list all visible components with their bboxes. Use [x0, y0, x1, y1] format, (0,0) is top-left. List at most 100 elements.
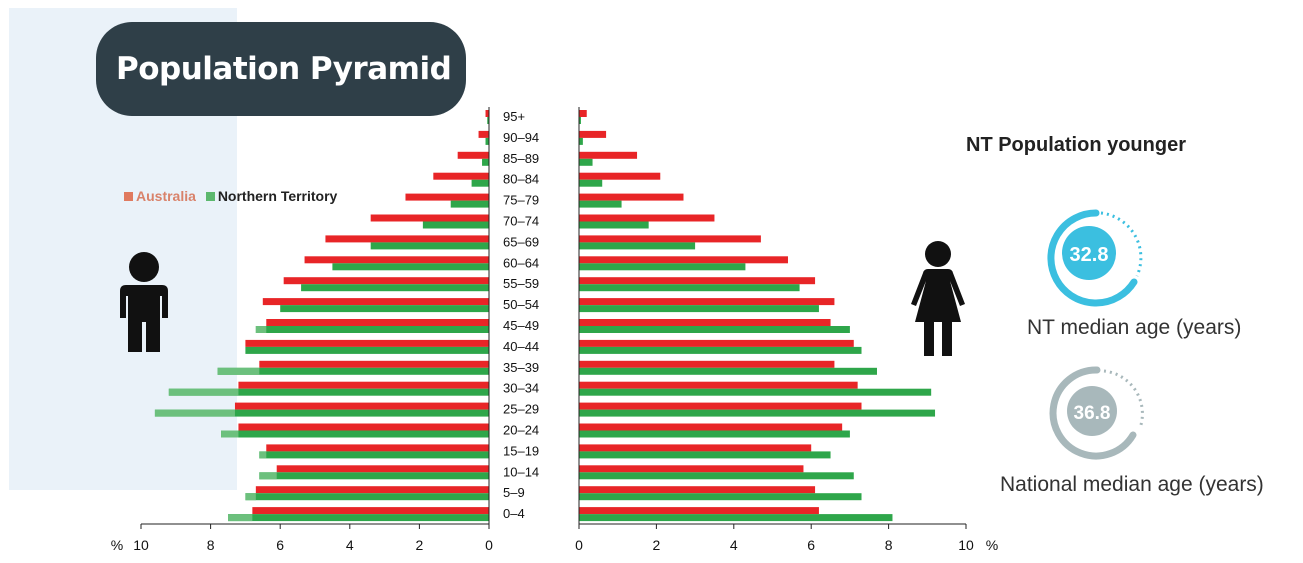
nt-median-label: NT median age (years)	[1027, 316, 1242, 339]
national-gauge-dotted-arc	[1103, 369, 1144, 429]
bar-australia-female-16	[579, 444, 812, 452]
age-label: 90–94	[503, 130, 539, 145]
bar-nt-female-8	[579, 284, 800, 292]
bar-australia-female-17	[579, 465, 804, 473]
age-label: 20–24	[503, 423, 539, 438]
bar-nt-female-16	[579, 451, 831, 459]
side-heading: NT Population younger	[966, 134, 1186, 156]
bar-australia-male-5	[370, 214, 489, 222]
bar-australia-female-19	[579, 507, 819, 515]
right-tick-label: 2	[653, 537, 661, 553]
bar-nt-female-13	[579, 388, 932, 396]
bar-nt-male-14	[154, 409, 490, 417]
age-label: 65–69	[503, 234, 539, 249]
legend-label-nt: Northern Territory	[217, 188, 338, 204]
bar-nt-male-11	[245, 346, 489, 354]
bar-australia-male-1	[478, 130, 489, 138]
age-label: 70–74	[503, 214, 539, 229]
national-median-gauge: 36.8	[1049, 366, 1144, 460]
bar-australia-male-14	[234, 402, 489, 410]
page-title: Population Pyramid	[96, 22, 466, 116]
left-tick-label: 10	[133, 537, 149, 553]
bar-nt-male-5	[422, 221, 489, 229]
bar-nt-male-4	[450, 200, 489, 208]
bar-australia-male-16	[266, 444, 489, 452]
bar-nt-female-15	[579, 430, 850, 438]
bar-nt-female-9	[579, 305, 819, 313]
bar-nt-male-17	[259, 472, 489, 480]
legend-swatch-australia	[124, 192, 133, 201]
bar-australia-female-5	[579, 214, 715, 222]
age-label: 0–4	[503, 506, 525, 521]
bar-australia-male-3	[433, 172, 489, 180]
bar-nt-male-2	[482, 158, 489, 166]
bar-australia-female-13	[579, 381, 858, 389]
age-label: 60–64	[503, 255, 539, 270]
bar-australia-female-12	[579, 360, 835, 368]
bar-australia-male-9	[262, 298, 489, 306]
age-label: 10–14	[503, 464, 539, 479]
bar-nt-female-4	[579, 200, 622, 208]
nt-median-gauge: 32.8	[1047, 209, 1143, 307]
bar-nt-male-8	[301, 284, 489, 292]
age-label: 40–44	[503, 339, 539, 354]
bar-nt-male-0	[487, 117, 489, 124]
bar-australia-female-9	[579, 298, 835, 306]
nt-gauge-arc	[1047, 209, 1138, 307]
national-median-value: 36.8	[1074, 403, 1111, 424]
age-label: 5–9	[503, 485, 525, 500]
age-label: 50–54	[503, 297, 539, 312]
left-tick-label: 6	[276, 537, 284, 553]
right-tick-label: 8	[885, 537, 893, 553]
bar-nt-female-5	[579, 221, 649, 229]
bar-nt-male-7	[332, 263, 489, 271]
bar-nt-male-19	[228, 514, 489, 522]
bar-nt-male-over-18	[245, 493, 256, 501]
bar-australia-male-13	[238, 381, 489, 389]
male-figure-icon	[120, 252, 168, 352]
bar-nt-male-over-10	[255, 326, 267, 333]
bar-australia-male-11	[245, 339, 489, 347]
bar-nt-male-over-17	[259, 472, 277, 480]
bar-nt-male-over-15	[221, 430, 239, 438]
right-axis-unit: %	[986, 537, 998, 553]
nt-gauge-center	[1062, 226, 1116, 280]
bar-nt-male-15	[221, 430, 490, 438]
bar-nt-female-0	[579, 117, 581, 124]
bar-australia-male-19	[252, 507, 489, 515]
age-label: 25–29	[503, 402, 539, 417]
bar-nt-male-over-16	[259, 451, 267, 459]
bar-nt-female-7	[579, 263, 746, 271]
bar-australia-female-15	[579, 423, 843, 431]
bar-nt-male-6	[370, 242, 489, 250]
axes-group: 10 8 6 4 2 0 0 2 4 6 8 10%%	[111, 107, 998, 553]
age-label: 95+	[503, 109, 525, 124]
bar-australia-female-4	[579, 193, 684, 201]
left-tick-label: 0	[485, 537, 493, 553]
bar-australia-male-18	[255, 486, 489, 494]
bar-nt-male-over-12	[217, 367, 260, 375]
left-axis-unit: %	[111, 537, 123, 553]
bar-nt-male-13	[168, 388, 489, 396]
age-label: 80–84	[503, 172, 539, 187]
right-tick-label: 6	[807, 537, 815, 553]
bar-australia-male-15	[238, 423, 489, 431]
bar-nt-male-16	[259, 451, 489, 459]
right-tick-label: 10	[958, 537, 974, 553]
bar-australia-male-2	[457, 151, 489, 159]
age-label: 75–79	[503, 193, 539, 208]
bar-nt-male-over-19	[228, 514, 253, 522]
age-labels-group: 95+ 90–94 85–89 80–84 75–79 70–74 65–69 60–64 55…	[503, 109, 539, 521]
bar-nt-female-17	[579, 472, 854, 480]
legend-label-australia: Australia	[136, 188, 196, 204]
bar-australia-female-11	[579, 339, 854, 347]
bar-nt-male-1	[485, 137, 489, 145]
bar-australia-male-8	[283, 277, 489, 285]
bar-nt-male-10	[255, 326, 489, 333]
bar-australia-female-14	[579, 402, 862, 410]
national-median-label: National median age (years)	[1000, 473, 1264, 496]
bar-australia-female-7	[579, 256, 788, 264]
bar-nt-female-14	[579, 409, 936, 417]
bar-australia-female-3	[579, 172, 661, 180]
